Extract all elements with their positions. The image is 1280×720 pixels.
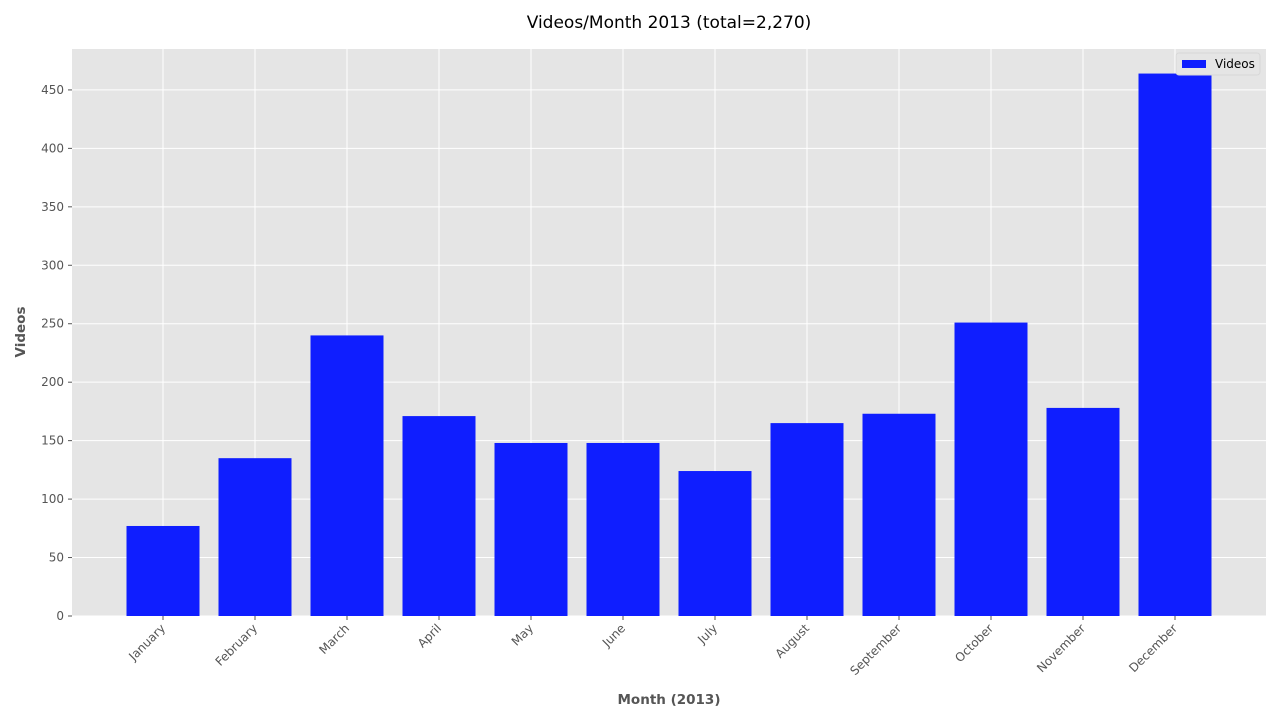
x-tick-label: August (773, 621, 813, 661)
y-tick-label: 0 (56, 609, 64, 623)
bar-october (954, 322, 1028, 616)
y-axis-ticks: 0 50 100 150 200 250 300 350 400 450 (41, 83, 72, 623)
x-axis-label: Month (2013) (618, 692, 721, 708)
legend-box (1175, 52, 1261, 76)
x-tick-label: January (125, 621, 168, 664)
bar-january (126, 525, 200, 616)
y-axis-label: Videos (13, 307, 29, 358)
x-tick-label: November (1034, 621, 1088, 675)
x-tick-label: May (509, 621, 536, 648)
y-tick-label: 250 (41, 317, 64, 331)
y-tick-label: 350 (41, 200, 64, 214)
x-tick-label: March (316, 621, 352, 657)
y-tick-label: 400 (41, 141, 64, 155)
legend-label: Videos (1215, 57, 1255, 71)
bar-may (494, 442, 568, 616)
bar-august (770, 423, 844, 616)
x-tick-label: September (847, 621, 904, 678)
y-tick-label: 300 (41, 258, 64, 272)
x-tick-label: July (694, 621, 720, 647)
bar-march (310, 335, 384, 616)
bar-july (678, 471, 752, 616)
bars (126, 73, 1212, 616)
y-tick-label: 150 (41, 434, 64, 448)
y-tick-label: 50 (49, 551, 64, 565)
y-tick-label: 200 (41, 375, 64, 389)
x-axis-ticks: January February March April May June July Augu… (125, 616, 1180, 678)
bar-june (586, 442, 660, 616)
x-tick-label: February (213, 621, 261, 669)
y-tick-label: 100 (41, 492, 64, 506)
bar-december (1138, 73, 1212, 616)
bar-february (218, 458, 292, 616)
bar-september (862, 413, 936, 616)
chart-title: Videos/Month 2013 (total=2,270) (527, 13, 812, 33)
bar-november (1046, 407, 1120, 616)
x-tick-label: December (1126, 621, 1180, 675)
legend-swatch (1182, 60, 1206, 68)
x-tick-label: October (952, 621, 996, 665)
x-tick-label: April (415, 621, 444, 650)
bar-april (402, 416, 476, 616)
y-tick-label: 450 (41, 83, 64, 97)
legend: Videos (1175, 52, 1261, 76)
x-tick-label: June (599, 621, 628, 650)
